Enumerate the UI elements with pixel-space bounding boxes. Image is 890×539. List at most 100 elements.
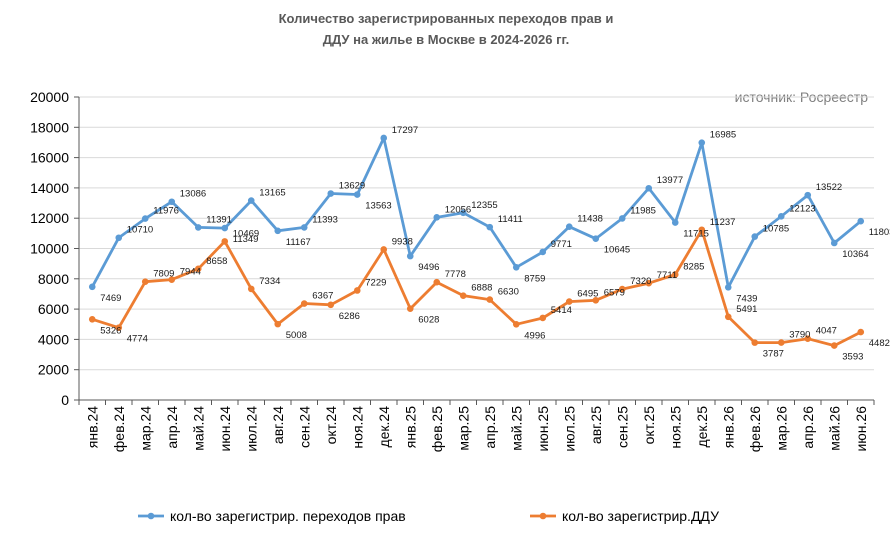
data-label: 7439 (736, 293, 757, 304)
x-tick-label: янв.24 (84, 406, 100, 448)
series-1-point (194, 224, 202, 231)
x-tick-label: апр.26 (800, 406, 816, 449)
y-tick-label: 18000 (30, 119, 69, 135)
chart-title-line-1: Количество зарегистрированных переходов … (279, 11, 614, 26)
data-label: 8285 (683, 261, 704, 272)
x-tick-label: авг.24 (270, 406, 286, 444)
series-2-point (565, 298, 573, 305)
series-1-point (327, 190, 335, 197)
data-label: 12123 (789, 203, 815, 214)
series-1-point (486, 223, 494, 231)
series-2-point (671, 271, 679, 278)
data-label: 11391 (206, 214, 232, 225)
series-2-point (433, 278, 441, 286)
y-axis: 0 2000 4000 6000 8000 10000 12000 14000 16000 180… (30, 89, 80, 408)
series-1-point (698, 139, 706, 146)
x-tick-label: сен.24 (296, 406, 312, 448)
series-2-point (724, 313, 732, 321)
legend-marker-1 (147, 512, 155, 520)
x-tick-label: окт.24 (323, 406, 339, 445)
y-tick-label: 12000 (30, 210, 69, 226)
series-line-2 (91, 228, 862, 348)
series-2-point (194, 265, 202, 273)
data-label: 8658 (206, 256, 227, 267)
series-1-point (274, 227, 282, 235)
y-tick-label: 4000 (38, 331, 69, 347)
data-label: 10469 (233, 228, 259, 239)
series-1-point (459, 209, 467, 217)
series-2-point (751, 339, 759, 346)
data-label: 6367 (312, 291, 333, 302)
y-tick-label: 8000 (38, 271, 69, 287)
data-label: 11715 (683, 229, 709, 240)
data-label: 10645 (604, 245, 630, 256)
series-1-point (618, 215, 626, 222)
data-label: 6028 (418, 315, 439, 326)
data-label: 17297 (392, 125, 418, 136)
series-1-point (804, 191, 812, 199)
series-1-point (221, 224, 229, 232)
x-tick-label: янв.25 (402, 406, 418, 448)
x-tick-label: июл.24 (243, 406, 259, 452)
data-label: 11985 (630, 205, 656, 216)
series-2-point (168, 276, 176, 283)
data-label: 11438 (577, 214, 603, 225)
data-label: 7469 (100, 293, 121, 304)
series-1-point (406, 252, 414, 260)
x-tick-label: июн.25 (535, 406, 551, 452)
data-label: 11167 (286, 237, 311, 248)
x-tick-label: сен.25 (614, 406, 630, 448)
legend-label-2: кол-во зарегистрир.ДДУ (562, 508, 719, 524)
data-label: 13522 (816, 182, 842, 193)
series-line-1 (91, 136, 862, 289)
series-1-point (777, 213, 785, 220)
data-label: 3790 (789, 330, 810, 341)
series-1-point (300, 224, 308, 231)
series-1-point (433, 214, 441, 221)
gridlines (79, 96, 874, 401)
data-label: 11349 (233, 234, 259, 245)
series-1-point (88, 283, 96, 291)
y-tick-label: 14000 (30, 180, 69, 196)
data-label: 11803 (869, 227, 890, 238)
x-tick-label: июн.24 (217, 406, 233, 452)
data-label: 10710 (127, 225, 153, 236)
series-1-point (247, 197, 255, 204)
data-label: 6630 (498, 287, 519, 298)
data-label: 7320 (630, 276, 651, 287)
data-label: 7778 (445, 269, 466, 280)
data-label: 7944 (180, 267, 201, 278)
x-tick-label: окт.25 (641, 406, 657, 445)
series-1-point (671, 219, 679, 226)
data-label: 11976 (153, 206, 179, 217)
series-1-point (168, 198, 176, 206)
x-axis: янв.24 фев.24 мар.24 апр.24 май.24 июн.24 июл.… (78, 399, 875, 452)
series-1-point (724, 283, 732, 291)
data-label: 13165 (259, 188, 285, 199)
series-1-point (592, 235, 600, 243)
x-tick-label: май.24 (190, 406, 206, 451)
series-2-point (115, 324, 123, 331)
y-tick-label: 20000 (30, 89, 69, 105)
data-label: 3787 (763, 349, 784, 360)
x-tick-label: фев.26 (747, 406, 763, 452)
data-label: 5414 (551, 305, 572, 316)
data-label: 6579 (604, 287, 625, 298)
x-tick-label: ноя.24 (349, 406, 365, 449)
series-1-point (512, 264, 520, 271)
data-label: 11393 (312, 214, 338, 225)
data-label: 4482 (869, 338, 890, 349)
data-label: 13563 (365, 201, 391, 212)
series-2-point (459, 292, 467, 299)
series-2-point (327, 301, 335, 309)
data-label: 7229 (365, 277, 386, 288)
series-2-point (88, 316, 96, 323)
data-label: 5008 (286, 330, 307, 341)
series-2-point (698, 226, 706, 234)
data-label: 5326 (100, 325, 121, 336)
legend-label-1: кол-во зарегистрир. переходов прав (170, 508, 406, 524)
series-2-point (857, 328, 865, 336)
series-1-point (751, 233, 759, 240)
data-label: 9496 (418, 262, 439, 273)
